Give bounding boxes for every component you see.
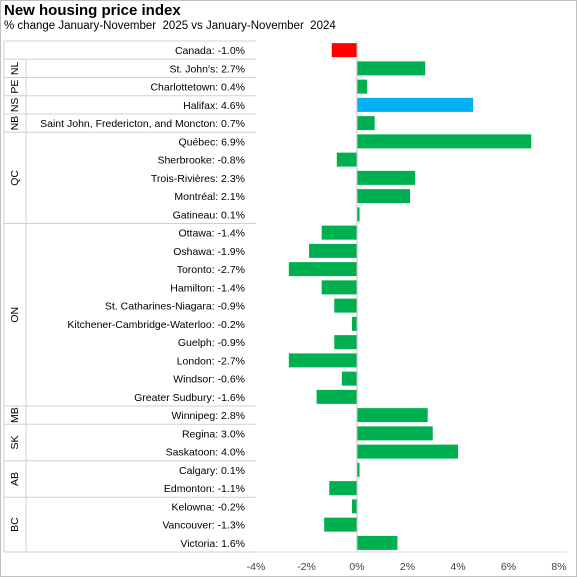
x-tick-label: 0% [349,561,364,573]
bar [309,243,357,258]
category-label: Trois-Rivières: 2.3% [151,173,245,185]
bar [357,97,474,112]
group-label: PE [9,80,21,94]
bar [334,298,357,313]
category-label: St. John's: 2.7% [169,63,245,75]
bar [357,170,416,185]
category-label: Victoria: 1.6% [180,538,245,550]
category-label: Guelph: -0.9% [178,337,245,349]
bar [357,408,428,423]
group-labels: NL PE NS NB QC ON MB SK AB BC [9,62,21,532]
category-label: Winnipeg: 2.8% [171,410,245,422]
bar [357,462,360,477]
bar [357,444,458,459]
x-tick-label: -4% [247,561,266,573]
category-label: Kelowna: -0.2% [171,501,245,513]
group-label: BC [9,517,21,532]
bar [357,134,532,149]
group-label: NS [9,98,21,113]
category-label: Oshawa: -1.9% [173,246,245,258]
bar [351,499,357,514]
x-tick-label: 2% [400,561,415,573]
bar [329,481,357,496]
category-label: Halifax: 4.6% [183,100,245,112]
bar [351,316,357,331]
bar [321,225,357,240]
bar [336,152,357,167]
bar [316,389,357,404]
category-label: Edmonton: -1.1% [164,483,245,495]
x-tick-label: -2% [297,561,316,573]
category-label: Toronto: -2.7% [177,264,245,276]
bar [321,280,357,295]
bar [324,517,357,532]
group-label: NB [9,116,21,131]
bar [331,43,357,58]
category-label: Windsor: -0.6% [173,374,245,386]
group-label: NL [9,62,21,76]
bar [341,371,357,386]
bar [357,189,411,204]
bar [357,61,426,76]
category-label: St. Catharines-Niagara: -0.9% [105,301,245,313]
category-label: Hamilton: -1.4% [170,282,245,294]
bar [357,79,368,94]
group-dividers [3,40,256,553]
category-label: Saint John, Fredericton, and Moncton: 0.… [40,118,245,130]
bars [288,43,532,550]
category-label: Kitchener-Cambridge-Waterloo: -0.2% [67,319,245,331]
bar [288,262,357,277]
category-label: Montréal: 2.1% [174,191,245,203]
bar [357,116,375,131]
bar [357,207,360,222]
group-label: QC [9,170,21,186]
category-label: Charlottetown: 0.4% [150,82,245,94]
category-label: London: -2.7% [177,355,245,367]
x-tick-labels: -4% -2% 0% 2% 4% 6% 8% [247,561,567,573]
group-label: AB [9,472,21,486]
chart-title: New housing price index [4,2,181,19]
x-tick-label: 4% [450,561,465,573]
x-tick-label: 6% [501,561,516,573]
category-label: Calgary: 0.1% [179,465,245,477]
category-labels: Canada: -1.0% St. John's: 2.7% Charlotteto… [40,45,245,550]
bar [288,353,357,368]
x-tick-label: 8% [551,561,566,573]
chart-subtitle: % change January-November 2025 vs Januar… [4,20,336,32]
category-label: Gatineau: 0.1% [173,209,245,221]
bar [334,335,357,350]
category-label: Canada: -1.0% [175,45,245,57]
bar [357,535,398,550]
category-label: Regina: 3.0% [182,428,245,440]
group-label: MB [9,407,21,423]
category-label: Ottawa: -1.4% [178,228,245,240]
category-label: Québec: 6.9% [178,136,245,148]
category-label: Saskatoon: 4.0% [166,447,245,459]
group-label: ON [9,307,21,323]
category-label: Vancouver: -1.3% [162,520,245,532]
category-label: Sherbrooke: -0.8% [157,155,245,167]
category-label: Greater Sudbury: -1.6% [134,392,245,404]
axes [256,41,567,553]
group-label: SK [9,435,21,449]
bar [357,426,433,441]
